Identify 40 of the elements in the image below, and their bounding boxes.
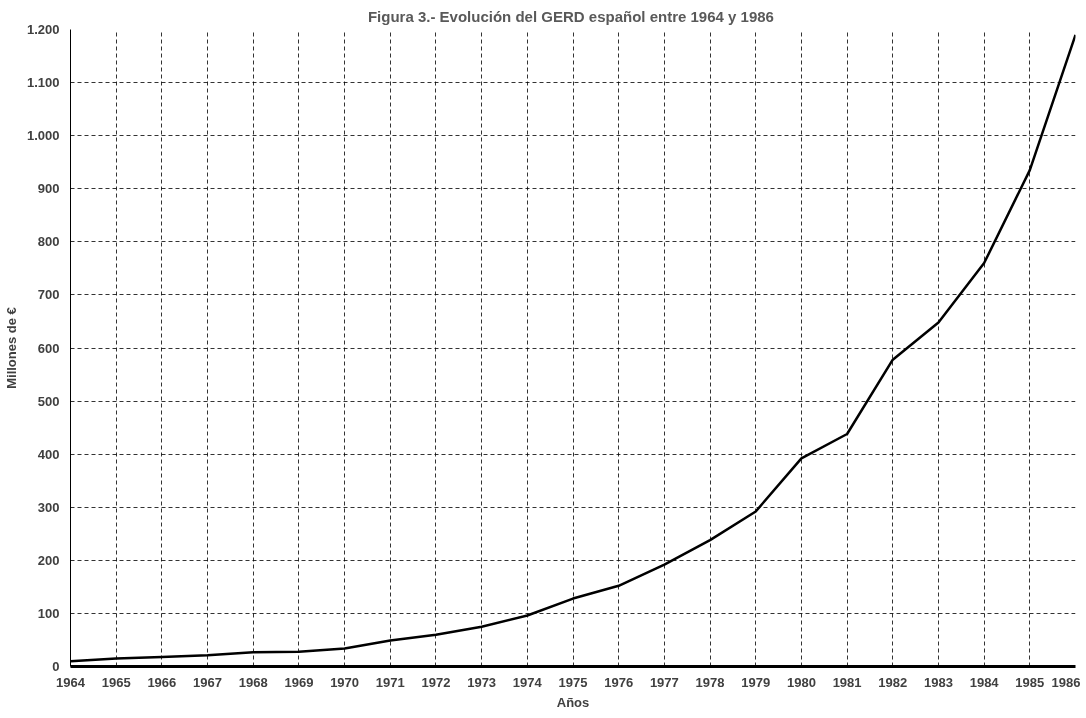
chart-title: Figura 3.- Evolución del GERD español entre 1964 y 1986 (367, 7, 774, 25)
x-axis-title: Años (556, 694, 590, 710)
x-tick-label: 1965 (101, 674, 131, 690)
x-tick-label: 1973 (467, 674, 497, 690)
y-tick-label: 1.100 (26, 75, 60, 91)
x-tick-label: 1978 (695, 674, 725, 690)
y-tick-label: 900 (37, 181, 60, 197)
y-tick-label: 700 (37, 287, 60, 303)
x-tick-label: 1971 (375, 674, 405, 690)
x-tick-label: 1986 (1051, 674, 1081, 690)
x-tick-label: 1982 (878, 674, 908, 690)
y-tick-label: 200 (37, 552, 60, 568)
x-tick-label: 1969 (284, 674, 314, 690)
x-tick-label: 1979 (741, 674, 771, 690)
y-tick-label: 300 (37, 499, 60, 515)
x-tick-label: 1985 (1015, 674, 1045, 690)
x-tick-label: 1970 (330, 674, 360, 690)
x-tick-label: 1975 (558, 674, 588, 690)
y-tick-label: 1.000 (26, 128, 60, 144)
y-tick-label: 100 (37, 605, 60, 621)
x-tick-label: 1972 (421, 674, 451, 690)
y-axis-title: Millones de € (3, 307, 19, 389)
x-tick-label: 1984 (969, 674, 1000, 690)
x-tick-label: 1980 (786, 674, 816, 690)
y-tick-label: 800 (37, 234, 60, 250)
line-series (70, 33, 1076, 663)
x-tick-label: 1974 (512, 674, 543, 690)
x-tick-label: 1967 (193, 674, 223, 690)
x-tick-label: 1968 (238, 674, 268, 690)
x-tick-label: 1977 (649, 674, 679, 690)
x-tick-label: 1966 (147, 674, 177, 690)
x-tick-label: 1981 (832, 674, 862, 690)
y-tick-label: 600 (37, 340, 60, 356)
y-tick-label: 1.200 (26, 22, 60, 37)
x-tick-label: 1964 (56, 674, 86, 690)
y-tick-label: 400 (37, 446, 60, 462)
x-tick-label: 1983 (923, 674, 953, 690)
x-tick-label: 1976 (604, 674, 634, 690)
y-tick-label: 0 (52, 659, 60, 674)
y-tick-label: 500 (37, 393, 60, 409)
